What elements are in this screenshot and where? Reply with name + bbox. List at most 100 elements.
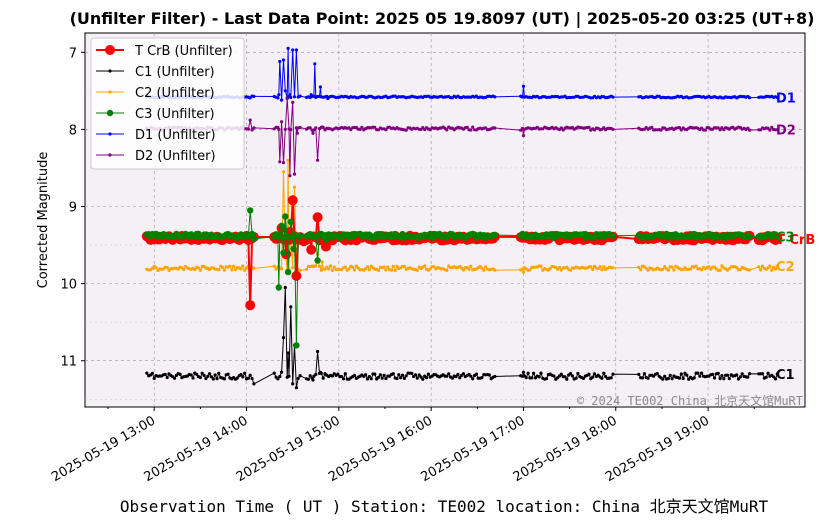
data-point bbox=[330, 268, 334, 273]
data-point bbox=[281, 161, 286, 165]
data-point bbox=[530, 376, 534, 380]
data-point bbox=[471, 377, 475, 381]
data-point bbox=[474, 372, 478, 376]
data-point bbox=[526, 371, 530, 375]
data-point bbox=[287, 195, 298, 206]
data-point bbox=[343, 265, 347, 269]
data-point bbox=[288, 93, 292, 97]
data-point bbox=[277, 93, 281, 97]
data-point bbox=[217, 371, 221, 375]
data-point bbox=[243, 268, 247, 272]
data-point bbox=[290, 245, 297, 253]
data-point bbox=[280, 98, 284, 102]
data-point bbox=[189, 373, 193, 377]
legend-marker bbox=[106, 109, 114, 117]
data-point bbox=[304, 267, 309, 271]
data-point bbox=[493, 126, 497, 130]
data-point bbox=[222, 377, 226, 381]
x-tick-label: 2025-05-19 19:00 bbox=[603, 413, 712, 485]
data-point bbox=[557, 265, 562, 269]
data-point bbox=[423, 264, 427, 268]
data-point bbox=[532, 371, 536, 375]
data-point bbox=[283, 89, 287, 93]
data-point bbox=[484, 265, 488, 269]
legend-label: T CrB (Unfilter) bbox=[134, 44, 233, 59]
data-point bbox=[773, 377, 778, 381]
data-point bbox=[367, 268, 371, 272]
data-point bbox=[232, 264, 236, 268]
data-point bbox=[548, 266, 552, 271]
x-axis-label: Observation Time ( UT ) Station: TE002 l… bbox=[120, 497, 769, 516]
data-point bbox=[688, 267, 693, 271]
data-point bbox=[373, 372, 377, 376]
data-point bbox=[759, 268, 763, 272]
data-point bbox=[775, 128, 779, 132]
data-point bbox=[316, 349, 320, 354]
data-point bbox=[226, 372, 230, 376]
data-point bbox=[272, 371, 276, 375]
data-point bbox=[736, 377, 741, 381]
data-point bbox=[748, 372, 752, 376]
data-point bbox=[365, 377, 370, 381]
data-point bbox=[399, 376, 403, 380]
data-point bbox=[286, 46, 290, 51]
data-point bbox=[289, 128, 293, 132]
data-point bbox=[285, 96, 289, 101]
data-point bbox=[576, 371, 580, 376]
data-point bbox=[281, 336, 286, 340]
data-point bbox=[773, 267, 778, 271]
data-point bbox=[384, 128, 388, 132]
data-point bbox=[458, 376, 462, 380]
y-axis-label: Corrected Magnitude bbox=[36, 152, 51, 289]
data-point bbox=[402, 264, 406, 269]
data-point bbox=[602, 265, 606, 269]
data-point bbox=[487, 373, 491, 377]
data-point bbox=[298, 268, 302, 272]
data-point bbox=[770, 268, 774, 272]
legend-entry: C2 (Unfilter) bbox=[96, 86, 215, 101]
data-point bbox=[294, 48, 298, 52]
data-point bbox=[291, 48, 295, 52]
data-point bbox=[327, 267, 331, 271]
data-point bbox=[352, 268, 357, 272]
data-point bbox=[193, 267, 197, 272]
data-point bbox=[191, 376, 195, 380]
data-point bbox=[312, 128, 316, 132]
data-point bbox=[252, 382, 256, 386]
data-point bbox=[380, 376, 384, 380]
data-point bbox=[252, 94, 256, 98]
data-point bbox=[700, 371, 704, 375]
data-point bbox=[347, 267, 351, 271]
data-point bbox=[591, 375, 595, 379]
data-point bbox=[611, 95, 615, 99]
data-point bbox=[400, 373, 405, 377]
data-point bbox=[365, 265, 370, 269]
legend-entry: C1 (Unfilter) bbox=[96, 65, 215, 80]
data-point bbox=[288, 174, 292, 178]
data-point bbox=[563, 375, 567, 379]
data-point bbox=[292, 95, 297, 99]
data-point bbox=[393, 268, 397, 272]
data-point bbox=[317, 264, 322, 268]
data-point bbox=[182, 267, 186, 272]
data-point bbox=[471, 125, 475, 129]
data-point bbox=[716, 371, 720, 375]
data-point bbox=[208, 372, 212, 376]
legend-label: D2 (Unfilter) bbox=[135, 149, 216, 164]
data-point bbox=[738, 268, 743, 272]
data-point bbox=[592, 372, 597, 376]
data-point bbox=[246, 127, 250, 131]
data-point bbox=[609, 232, 617, 239]
data-point bbox=[239, 373, 243, 377]
data-point bbox=[145, 371, 149, 375]
data-point bbox=[291, 270, 302, 281]
data-point bbox=[230, 268, 234, 272]
data-point bbox=[172, 376, 177, 380]
data-point bbox=[559, 268, 563, 272]
data-point bbox=[421, 377, 425, 381]
data-point bbox=[646, 268, 650, 272]
data-point bbox=[700, 268, 704, 272]
